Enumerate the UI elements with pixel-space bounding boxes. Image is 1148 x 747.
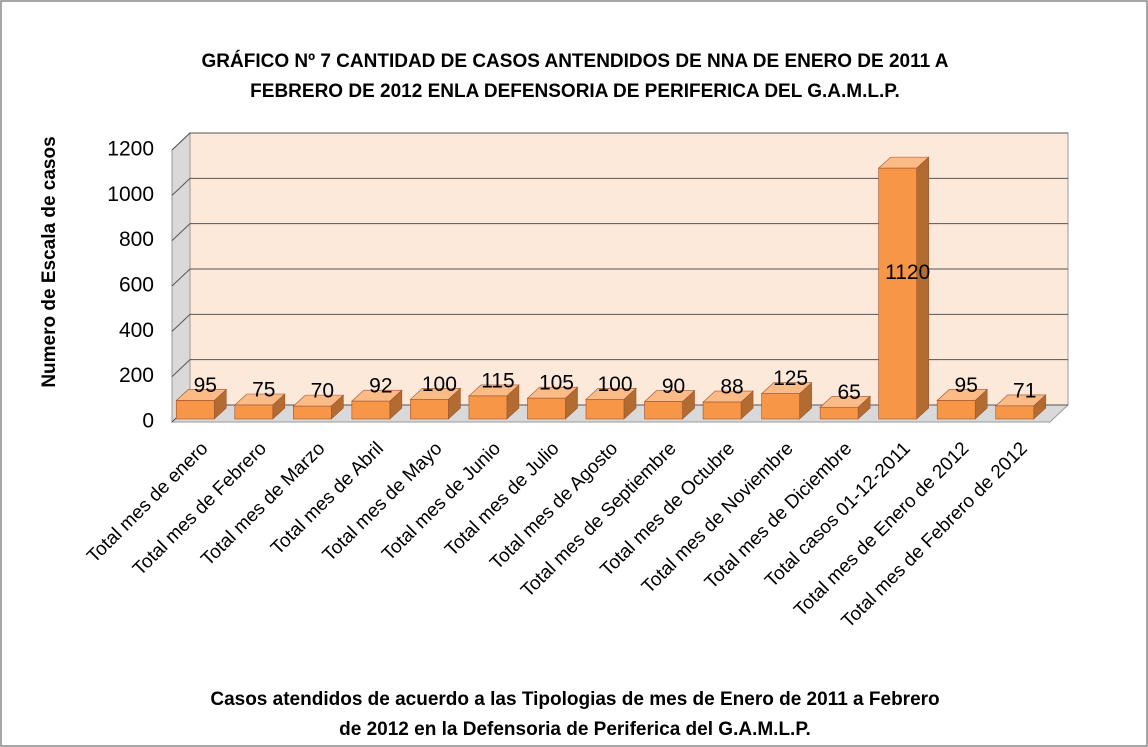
bar bbox=[351, 400, 391, 420]
bar bbox=[702, 401, 742, 420]
bar bbox=[175, 400, 215, 420]
bar bbox=[936, 400, 976, 420]
grid-line bbox=[171, 268, 1068, 287]
bar-side bbox=[916, 156, 929, 420]
bar bbox=[468, 395, 508, 420]
bar bbox=[644, 401, 683, 420]
bar bbox=[995, 405, 1035, 420]
data-label: 65 bbox=[837, 381, 860, 404]
bar bbox=[527, 397, 566, 420]
y-axis-title: Numero de Escala de casos bbox=[39, 136, 60, 387]
x-axis-title: Casos atendidos de acuerdo a las Tipolog… bbox=[210, 689, 939, 710]
data-label: 75 bbox=[252, 379, 275, 402]
data-label: 95 bbox=[955, 374, 978, 397]
data-label: 100 bbox=[597, 373, 632, 396]
y-tick-label: 800 bbox=[119, 228, 154, 251]
data-label: 71 bbox=[1013, 379, 1036, 402]
data-label: 92 bbox=[369, 375, 392, 398]
bar bbox=[819, 406, 859, 420]
bar bbox=[585, 399, 625, 420]
grid-line bbox=[171, 132, 1068, 151]
y-tick-label: 400 bbox=[119, 319, 154, 342]
y-tick-label: 1200 bbox=[107, 138, 154, 161]
data-label: 88 bbox=[720, 376, 743, 399]
data-label: 70 bbox=[311, 380, 334, 403]
bar bbox=[761, 393, 800, 420]
bar bbox=[410, 399, 449, 420]
data-label: 1120 bbox=[885, 261, 930, 284]
bar bbox=[293, 405, 332, 420]
data-label: 105 bbox=[539, 372, 574, 395]
bar bbox=[234, 404, 274, 420]
data-label: 100 bbox=[422, 373, 457, 396]
y-tick-label: 1000 bbox=[107, 183, 154, 206]
x-axis-title: de 2012 en la Defensoria de Periferica d… bbox=[339, 719, 811, 740]
data-label: 115 bbox=[481, 369, 514, 392]
grid-line bbox=[171, 359, 1068, 378]
y-tick-label: 600 bbox=[119, 274, 154, 297]
chart-title: GRÁFICO Nº 7 CANTIDAD DE CASOS ANTENDIDO… bbox=[202, 50, 949, 72]
grid-line bbox=[171, 223, 1068, 242]
data-label: 95 bbox=[194, 374, 217, 397]
data-label: 125 bbox=[773, 367, 808, 390]
y-tick-label: 200 bbox=[119, 364, 154, 387]
y-tick-label: 0 bbox=[142, 410, 154, 433]
grid-line bbox=[171, 177, 1068, 196]
data-label: 90 bbox=[662, 375, 685, 398]
chart-title: FEBRERO DE 2012 ENLA DEFENSORIA DE PERIF… bbox=[250, 81, 900, 102]
bar bbox=[878, 167, 917, 420]
grid-line bbox=[171, 313, 1068, 332]
